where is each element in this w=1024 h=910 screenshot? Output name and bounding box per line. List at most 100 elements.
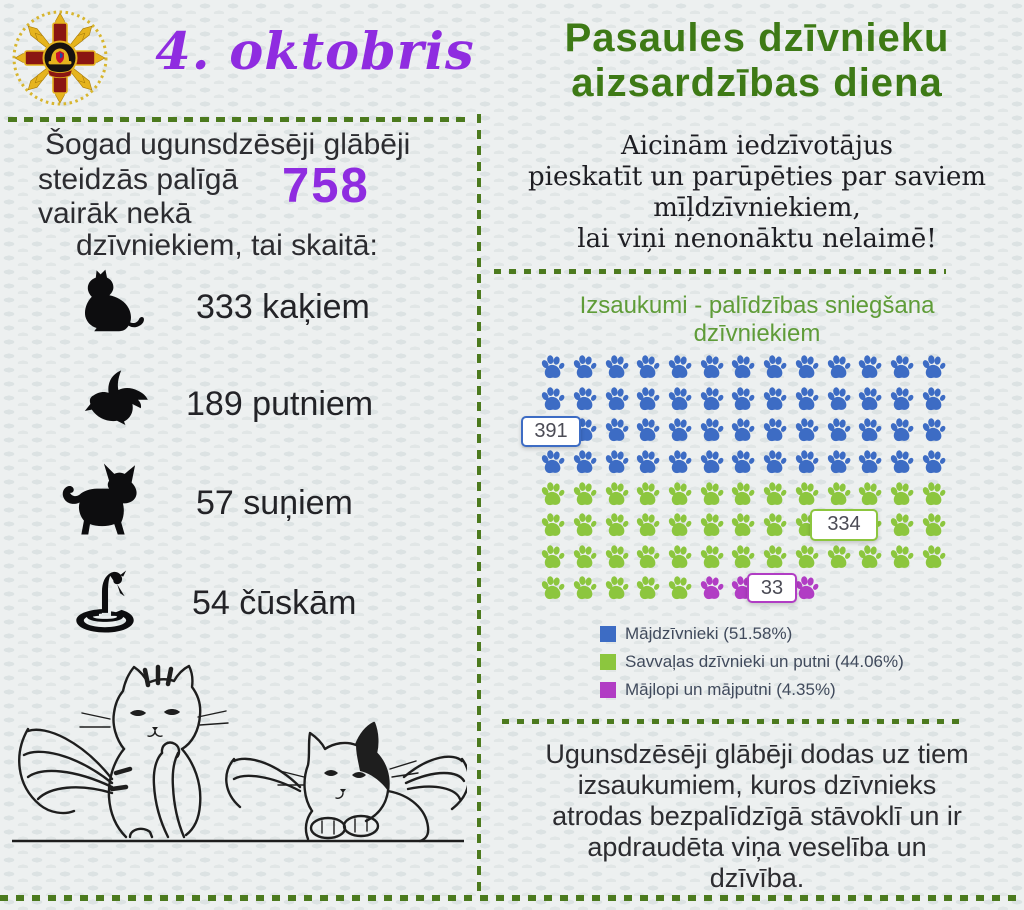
paw-icon — [921, 355, 946, 379]
paw-icon — [857, 449, 883, 474]
paw-icon — [699, 544, 724, 568]
paw-icon — [635, 386, 661, 410]
footer-line-5: dzīvība. — [709, 863, 805, 893]
paw-icon — [762, 386, 788, 410]
paw-icon — [762, 449, 788, 474]
paw-icon — [635, 481, 661, 505]
paw-icon — [699, 513, 724, 537]
paw-icon — [540, 355, 566, 379]
dog-count-label: 57 suņiem — [196, 484, 353, 522]
paw-icon — [699, 481, 724, 505]
date-title: 4. oktobris — [155, 22, 475, 82]
legend-item: Savvaļas dzīvnieki un putni (44.06%) — [600, 648, 904, 676]
paw-icon — [889, 481, 914, 505]
paw-icon — [635, 544, 661, 568]
paw-icon — [857, 386, 883, 410]
paw-icon — [730, 513, 756, 537]
paw-icon — [794, 449, 819, 474]
divider-vertical — [477, 114, 481, 892]
paw-icon — [730, 544, 756, 568]
paw-icon — [540, 544, 566, 568]
paw-icon — [826, 481, 851, 505]
paw-icon — [921, 513, 946, 537]
paw-icon — [699, 355, 724, 379]
legend-label: Savvaļas dzīvnieki un putni (44.06%) — [625, 652, 904, 671]
bird-icon — [82, 364, 152, 430]
legend-label: Mājlopi un mājputni (4.35%) — [625, 680, 836, 699]
callout-line-4: lai viņi nenonāktu nelaimē! — [577, 224, 937, 254]
cat-count-label: 333 kaķiem — [196, 288, 370, 326]
chart-title-line-2: dzīvniekiem — [693, 320, 821, 347]
paw-icon — [635, 418, 661, 442]
paw-icon — [730, 418, 756, 442]
paw-icon — [604, 513, 629, 537]
paw-icon — [604, 355, 629, 379]
intro-line-1: Šogad ugunsdzēsēji glābēji — [45, 128, 411, 161]
legend-swatch — [600, 654, 616, 670]
paw-icon — [572, 386, 598, 410]
paw-icon — [667, 576, 693, 600]
paw-icon — [604, 386, 629, 410]
paw-icon — [572, 481, 598, 505]
paw-icon — [826, 418, 851, 442]
divider-right-2 — [502, 719, 962, 724]
paw-icon — [540, 449, 566, 474]
legend-item: Mājdzīvnieki (51.58%) — [600, 620, 904, 648]
paw-icon — [826, 355, 851, 379]
cat-icon — [72, 268, 158, 332]
paw-icon — [826, 449, 851, 474]
paw-icon — [857, 481, 883, 505]
page-title: Pasaules dzīvnieku aizsardzības diena — [490, 16, 1024, 106]
paw-icon — [762, 513, 788, 537]
legend-label: Mājdzīvnieki (51.58%) — [625, 624, 793, 643]
paw-icon — [921, 481, 946, 505]
bird-count-label: 189 putniem — [186, 385, 374, 423]
divider-bottom — [0, 895, 1024, 901]
paw-icon — [794, 544, 819, 568]
intro-line-3: vairāk nekā — [38, 197, 192, 230]
paw-icon — [730, 355, 756, 379]
paw-icon — [667, 481, 693, 505]
callout-line-3: mīļdzīvniekiem, — [653, 193, 861, 223]
paw-icon — [762, 355, 788, 379]
paw-icon — [889, 449, 914, 474]
rescued-total: 758 — [282, 159, 370, 213]
paw-icon — [889, 544, 914, 568]
paw-icon — [604, 449, 629, 474]
paw-icon — [826, 386, 851, 410]
paw-icon — [762, 481, 788, 505]
divider-right-1 — [494, 269, 946, 274]
intro-line-4: dzīvniekiem, tai skaitā: — [76, 229, 378, 262]
paw-icon — [699, 418, 724, 442]
page-title-line-2: aizsardzības diena — [571, 61, 943, 105]
paw-icon — [572, 544, 598, 568]
chart-title-line-1: Izsaukumi - palīdzības sniegšana — [579, 292, 935, 319]
paw-icon — [635, 576, 661, 600]
vugd-fire-service-emblem — [10, 8, 110, 108]
paw-icon — [572, 355, 598, 379]
footer-line-4: apdraudēta viņa veselība un — [587, 832, 927, 862]
footer-line-2: izsaukumiem, kuros dzīvnieks — [577, 770, 937, 800]
paw-icon — [921, 544, 946, 568]
chart-tooltip-savvalas: 334 — [810, 509, 878, 541]
paw-icon — [794, 481, 819, 505]
paw-icon — [921, 418, 946, 442]
chart-title: Izsaukumi - palīdzības sniegšana dzīvnie… — [510, 292, 1004, 348]
paw-icon — [889, 355, 914, 379]
paw-icon — [540, 513, 566, 537]
dog-icon — [52, 460, 154, 538]
paw-icon — [730, 386, 756, 410]
paw-icon — [604, 418, 629, 442]
paw-icon — [667, 418, 693, 442]
chart-tooltip-majlopi: 33 — [747, 573, 797, 603]
paw-icon — [889, 418, 914, 442]
footer-line-1: Ugunsdzēsēji glābēji dodas uz tiem — [545, 739, 969, 769]
footer-text: Ugunsdzēsēji glābēji dodas uz tiem izsau… — [492, 739, 1022, 894]
snake-icon — [64, 566, 146, 634]
paw-icon — [540, 576, 566, 600]
paw-icon — [794, 355, 819, 379]
paw-icon — [699, 449, 724, 474]
paw-grid — [536, 352, 950, 605]
paw-icon — [604, 544, 629, 568]
